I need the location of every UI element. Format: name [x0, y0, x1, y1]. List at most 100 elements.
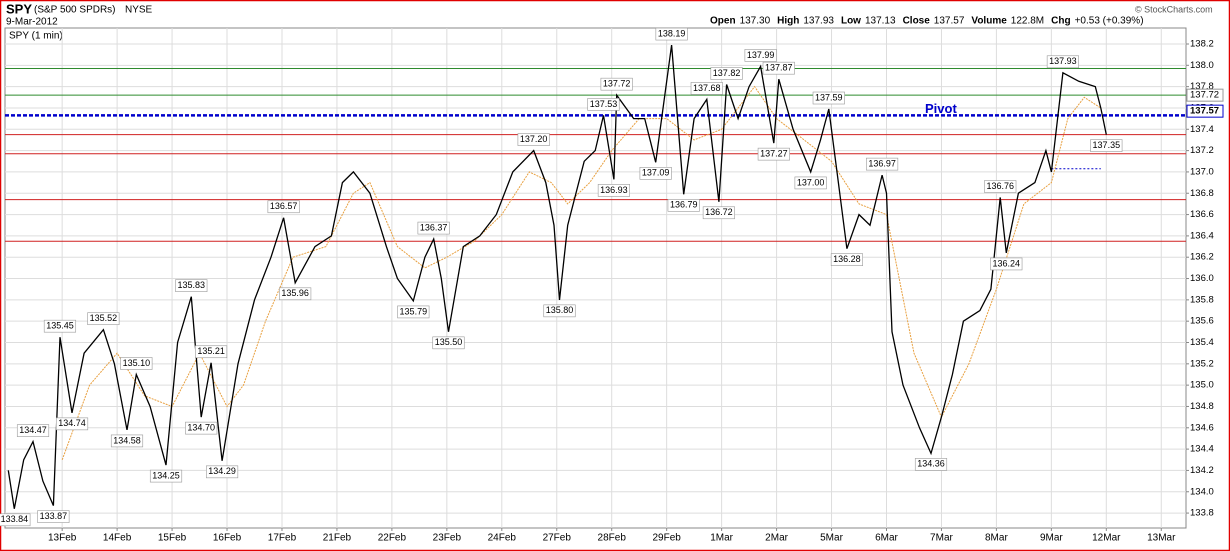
y-tick-label: 137.8 — [1190, 81, 1214, 92]
info-label: Close — [903, 16, 931, 27]
annotation: 137.27 — [760, 149, 788, 159]
annotation: 137.82 — [713, 68, 741, 78]
annotation-box — [667, 199, 700, 212]
annotation: 134.25 — [152, 470, 180, 480]
y-tick-label: 134.6 — [1190, 422, 1214, 433]
annotation-box — [149, 469, 183, 483]
annotation: 137.53 — [590, 99, 618, 109]
x-tick-label: 5Mar — [820, 533, 843, 544]
info-value: 122.8M — [1011, 16, 1044, 27]
annotation: 135.83 — [178, 280, 206, 290]
annotation: 136.79 — [670, 200, 698, 210]
y-tick-label: 134.4 — [1190, 444, 1214, 455]
annotation-box — [417, 221, 450, 235]
x-tick-label: 9Mar — [1040, 533, 1063, 544]
annotation-box — [587, 98, 620, 111]
y-tick-label: 138.2 — [1190, 39, 1214, 50]
annotation: 134.74 — [58, 418, 86, 428]
price-marker: 137.57 — [1190, 106, 1219, 117]
x-tick-label: 15Feb — [158, 533, 187, 544]
info-label: Chg — [1051, 16, 1070, 27]
annotation: 137.87 — [765, 63, 793, 73]
x-tick-label: 24Feb — [488, 533, 517, 544]
annotation: 137.68 — [693, 83, 721, 93]
y-tick-label: 134.2 — [1190, 465, 1214, 476]
annotation: 137.72 — [603, 79, 631, 89]
annotation-box — [517, 133, 550, 146]
annotation-box — [543, 304, 576, 318]
annotation-box — [195, 345, 228, 359]
annotation-box — [279, 287, 312, 301]
annotation: 138.19 — [658, 28, 686, 38]
annotation: 133.87 — [40, 511, 68, 521]
info-label: Open — [710, 16, 736, 27]
info-label: Volume — [971, 16, 1007, 27]
annotation-box — [812, 91, 845, 105]
info-bar: Open 137.30 High 137.93 Low 137.13 Close 137.57… — [710, 16, 1144, 27]
annotation: 136.76 — [986, 181, 1014, 191]
info-value: 137.93 — [803, 16, 834, 27]
annotation-box — [43, 319, 77, 333]
info-value: 137.13 — [865, 16, 896, 27]
x-tick-label: 7Mar — [930, 533, 953, 544]
info-value: +0.53 (+0.39%) — [1075, 16, 1144, 27]
price-marker: 137.72 — [1190, 90, 1219, 101]
annotation-box — [830, 253, 863, 266]
x-tick-label: 29Feb — [652, 533, 681, 544]
annotation-box — [702, 206, 735, 220]
annotation: 134.36 — [917, 459, 945, 469]
price-marker-box — [1186, 88, 1224, 102]
annotation: 137.00 — [797, 177, 825, 187]
annotation: 136.57 — [270, 201, 298, 211]
x-tick-label: 13Mar — [1147, 533, 1176, 544]
annotation: 134.58 — [113, 435, 141, 445]
annotation-box — [120, 357, 153, 370]
annotation: 136.28 — [833, 254, 861, 264]
y-tick-label: 135.2 — [1190, 358, 1214, 369]
annotation: 136.24 — [993, 258, 1021, 268]
annotation: 135.45 — [46, 321, 74, 331]
annotation-box — [87, 312, 120, 326]
company-name: (S&P 500 SPDRs) — [34, 5, 116, 16]
plot-area — [4, 27, 1187, 529]
annotation-box — [1046, 55, 1079, 69]
info-label: High — [777, 16, 799, 27]
x-tick-label: 1Mar — [710, 533, 733, 544]
annotation-box — [37, 510, 70, 523]
price-marker-box — [1186, 104, 1224, 118]
x-tick-label: 6Mar — [875, 533, 898, 544]
annotation: 137.59 — [815, 92, 843, 102]
annotation-box — [744, 49, 777, 62]
annotation-box — [639, 167, 672, 180]
annotation-box — [55, 417, 89, 431]
info-label: Low — [841, 16, 861, 27]
info-value: 137.57 — [934, 16, 965, 27]
annotation-box — [206, 465, 239, 479]
x-tick-label: 16Feb — [213, 533, 242, 544]
annotation-box — [690, 82, 723, 95]
annotation: 136.93 — [600, 185, 628, 195]
annotation-box — [655, 27, 688, 41]
y-tick-label: 135.6 — [1190, 316, 1214, 327]
price-line — [7, 45, 1107, 509]
annotation: 133.84 — [1, 514, 29, 524]
copyright: © StockCharts.com — [1135, 4, 1213, 14]
exchange: NYSE — [125, 5, 153, 16]
x-tick-label: 8Mar — [985, 533, 1008, 544]
annotation-box — [397, 305, 430, 319]
annotation: 135.21 — [197, 346, 225, 356]
annotation: 137.99 — [747, 50, 775, 60]
annotation-box — [185, 421, 218, 435]
x-tick-label: 21Feb — [323, 533, 352, 544]
annotation: 135.79 — [400, 306, 428, 316]
x-tick-label: 14Feb — [103, 533, 132, 544]
annotation-box — [0, 513, 31, 527]
annotation: 135.10 — [123, 358, 151, 368]
annotation-box — [794, 176, 827, 190]
y-tick-label: 133.8 — [1190, 508, 1214, 519]
legend: SPY (1 min) — [9, 31, 63, 42]
x-tick-label: 2Mar — [765, 533, 788, 544]
annotation: 137.20 — [520, 134, 548, 144]
